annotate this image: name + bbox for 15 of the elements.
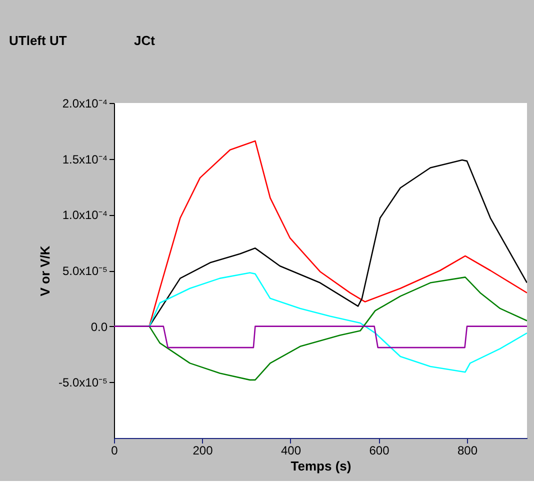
y-tick-label: 1.5x10⁻⁴: [62, 152, 108, 166]
y-axis-title: V or V/K: [38, 245, 52, 296]
y-tick-label: -5.0x10⁻⁵: [58, 376, 108, 390]
x-tick-label: 0: [111, 444, 118, 458]
y-tick-label: 5.0x10⁻⁵: [62, 264, 108, 278]
x-axis-title: Temps (s): [290, 458, 352, 474]
y-tick-label: 2.0x10⁻⁴: [62, 96, 108, 110]
x-tick-label: 400: [280, 444, 302, 458]
y-tick-label: 1.0x10⁻⁴: [62, 208, 108, 222]
text: JCt: [134, 33, 156, 48]
y-tick-label: 0.0: [90, 320, 108, 334]
text: UTleft UT: [9, 33, 67, 48]
x-tick-label: 800: [457, 444, 478, 458]
x-tick-label: 200: [192, 444, 214, 458]
x-tick-label: 600: [369, 444, 390, 458]
